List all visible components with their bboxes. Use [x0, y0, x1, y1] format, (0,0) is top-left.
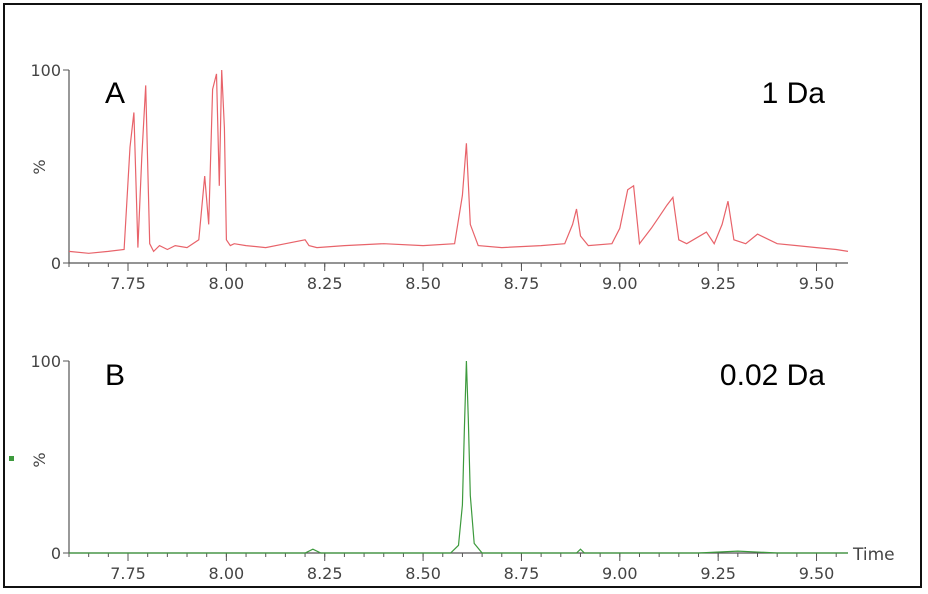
x-tick-label: 8.00 — [209, 274, 245, 293]
chart-figure: 7.75 8.00 8.25 8.50 8.75 9.00 9.25 9.50 0 100 A 1… — [3, 3, 922, 588]
x-tick-label: 8.50 — [405, 564, 441, 583]
y-tick-label: 100 — [30, 61, 61, 80]
panel-a-label: A — [105, 77, 125, 110]
x-tick-label: 9.50 — [799, 564, 835, 583]
panel-a-axes — [68, 70, 848, 264]
panel-b-annotation: 0.02 Da — [720, 359, 825, 392]
y-tick-label: 100 — [30, 352, 61, 371]
panel-a: 7.75 8.00 8.25 8.50 8.75 9.00 9.25 9.50 0 100 A 1… — [30, 61, 849, 293]
panel-b: 7.75 8.00 8.25 8.50 8.75 9.00 9.25 9.50 0 100 B 0… — [30, 352, 895, 583]
panel-a-annotation: 1 Da — [762, 77, 826, 110]
panel-b-ylabel: % — [30, 452, 49, 467]
x-tick-label: 9.50 — [799, 274, 835, 293]
panel-b-label: B — [105, 359, 125, 392]
y-tick-label: 0 — [51, 544, 61, 563]
x-tick-label: 8.25 — [307, 564, 343, 583]
panel-a-series-line — [68, 69, 849, 254]
panel-b-xlabel: Time — [852, 545, 895, 565]
panel-a-ylabel: % — [30, 159, 49, 174]
x-tick-label: 8.75 — [504, 564, 540, 583]
x-tick-label: 9.00 — [602, 274, 638, 293]
panel-a-ticks: 7.75 8.00 8.25 8.50 8.75 9.00 9.25 9.50 0 100 — [30, 61, 837, 293]
x-tick-label: 9.25 — [700, 274, 736, 293]
panel-b-series-line — [69, 360, 848, 554]
x-tick-label: 7.75 — [110, 274, 146, 293]
chromatogram-chart: 7.75 8.00 8.25 8.50 8.75 9.00 9.25 9.50 0 100 A 1… — [9, 61, 895, 583]
x-tick-label: 9.25 — [700, 564, 736, 583]
x-tick-label: 8.25 — [307, 274, 343, 293]
y-tick-label: 0 — [51, 254, 61, 273]
x-tick-label: 7.75 — [110, 564, 146, 583]
x-tick-label: 8.50 — [405, 274, 441, 293]
panel-b-trace-marker — [9, 456, 14, 461]
x-tick-label: 8.75 — [504, 274, 540, 293]
x-tick-label: 8.00 — [209, 564, 245, 583]
x-tick-label: 9.00 — [602, 564, 638, 583]
panel-b-ticks: 7.75 8.00 8.25 8.50 8.75 9.00 9.25 9.50 0 100 — [30, 352, 837, 583]
